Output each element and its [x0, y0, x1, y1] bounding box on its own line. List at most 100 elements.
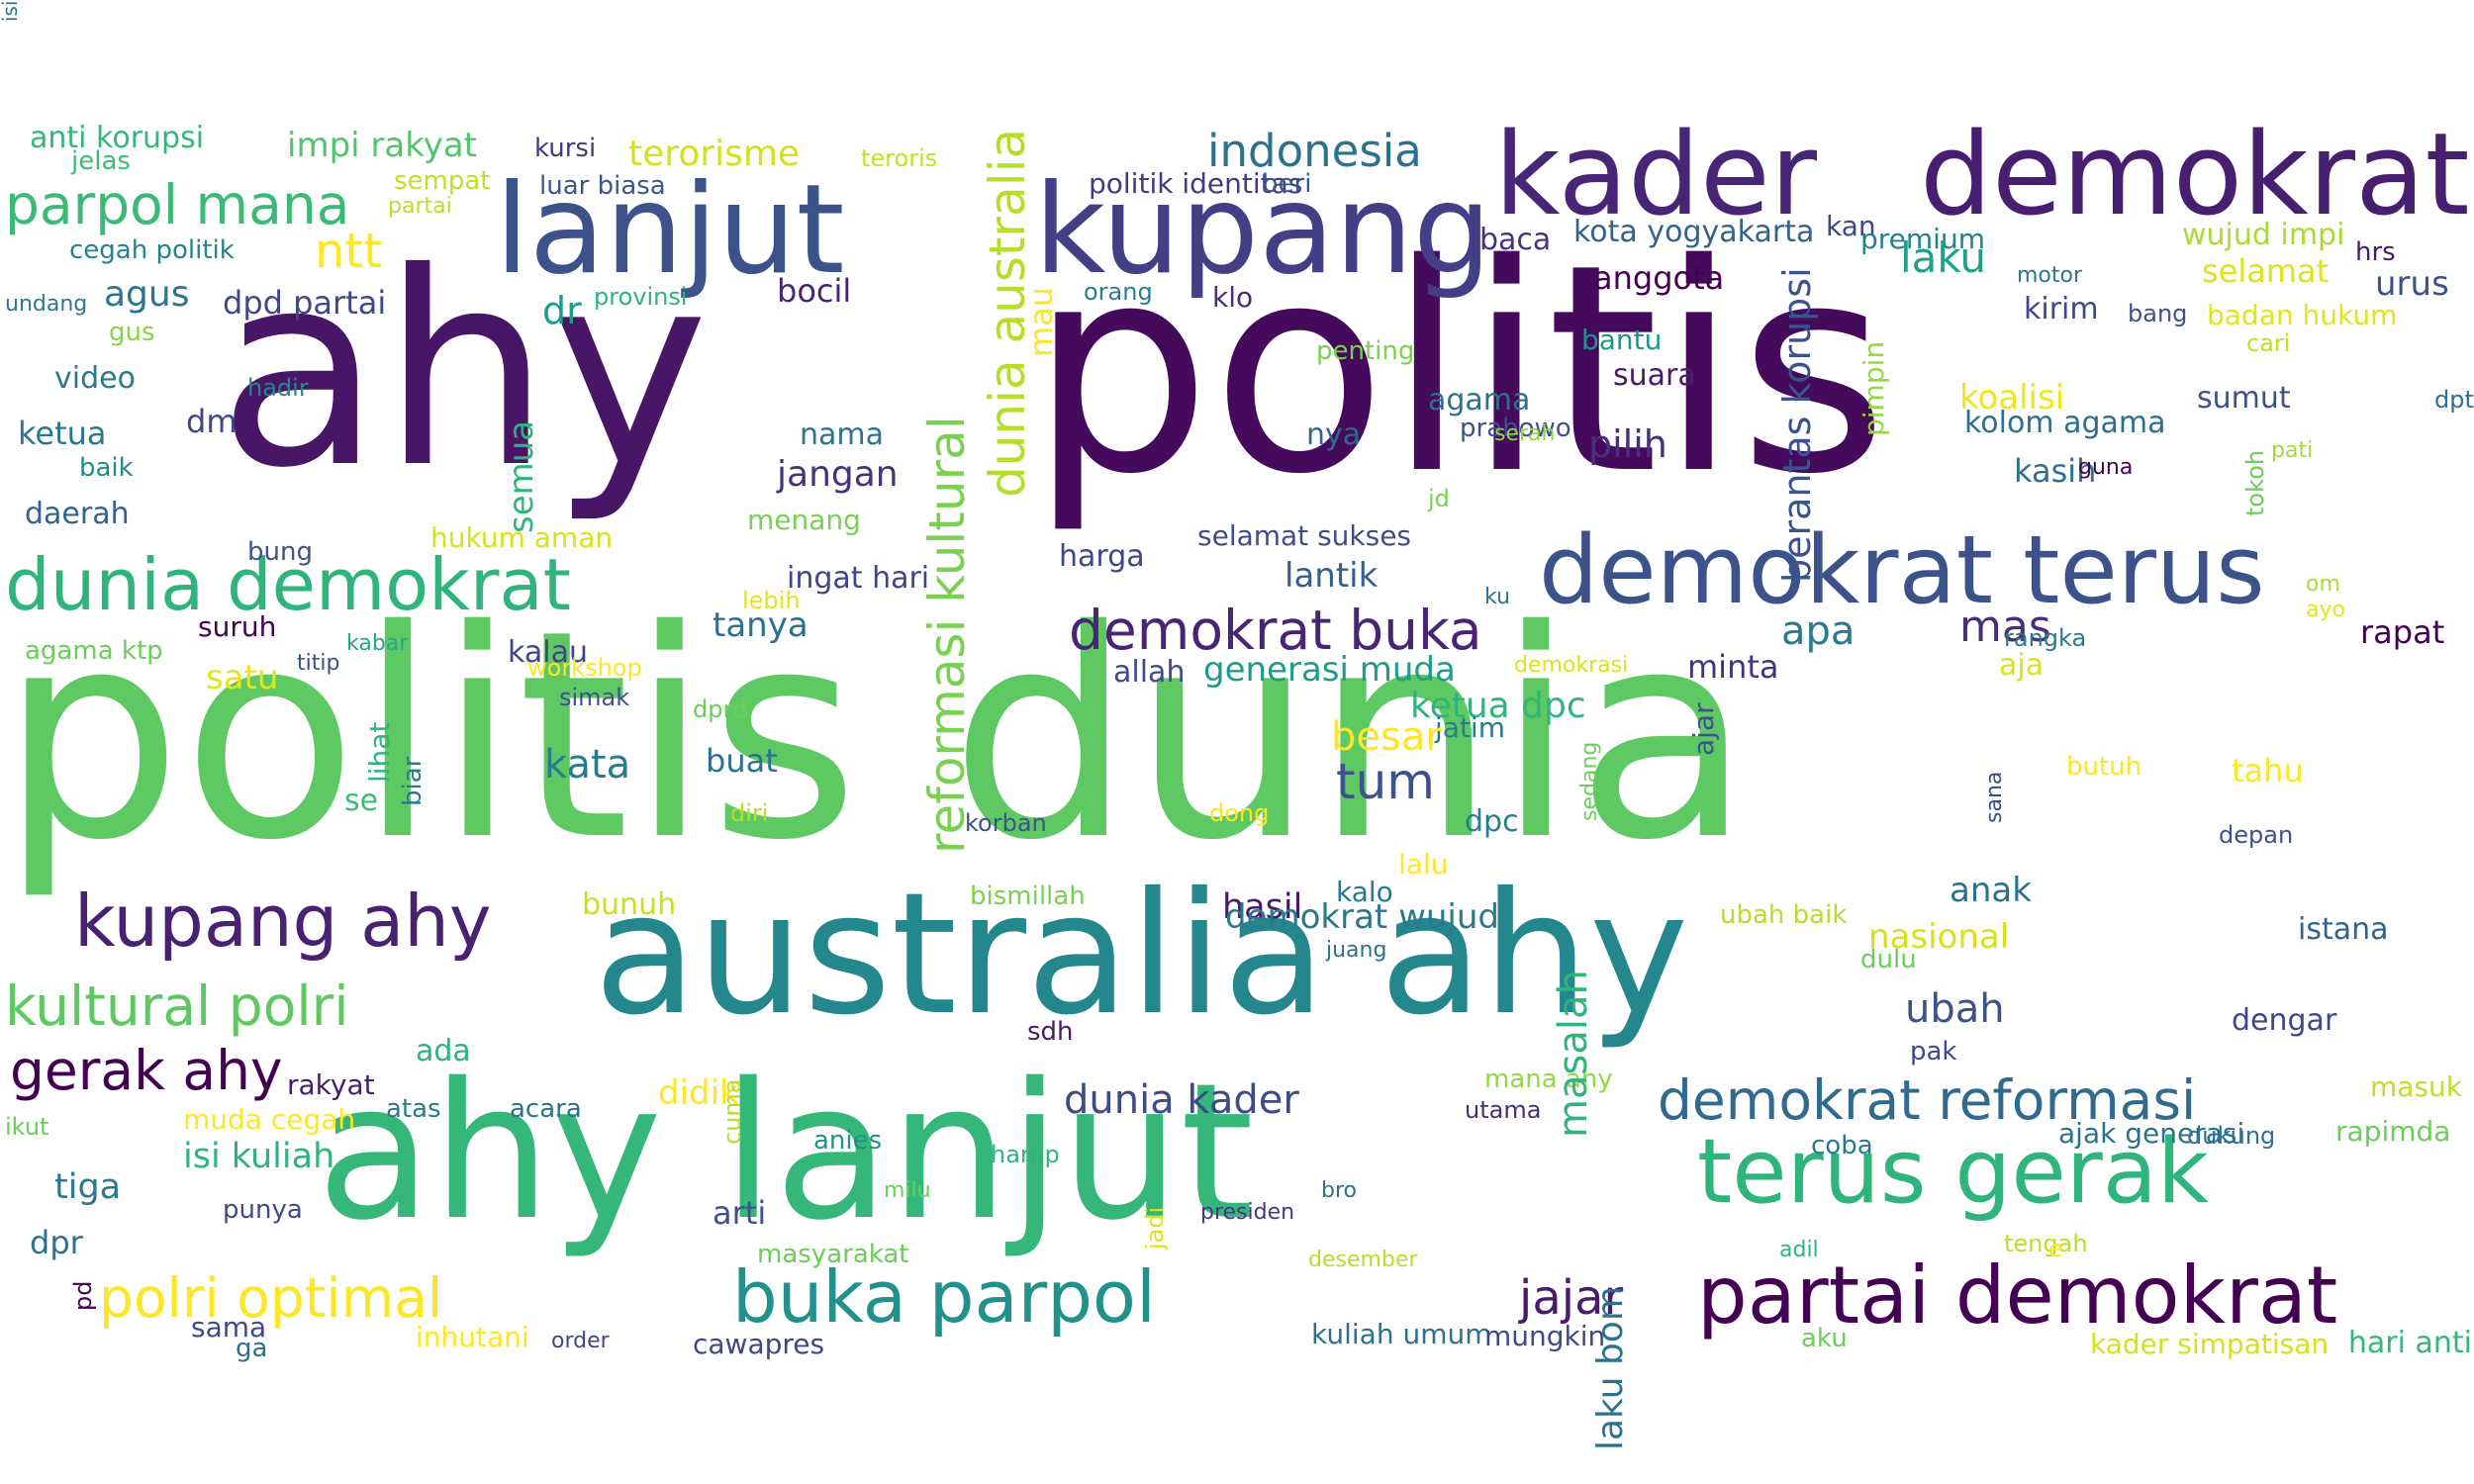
word-pd: pd: [69, 1280, 97, 1311]
word-mas: mas: [1959, 602, 2051, 652]
word-lalu: lalu: [1398, 848, 1449, 881]
word-om: om: [2306, 572, 2340, 597]
word-jangan: jangan: [777, 454, 899, 495]
word-suara: suara: [1613, 358, 1696, 393]
word-sana: sana: [1982, 771, 2007, 823]
word-punya: punya: [223, 1195, 303, 1225]
word-aja: aja: [1999, 648, 2045, 683]
word-dpd-partai: dpd partai: [223, 284, 387, 322]
word-sumut: sumut: [2197, 381, 2291, 416]
word-dpc: dpc: [1465, 804, 1519, 839]
word-indonesia: indonesia: [1207, 125, 1422, 177]
word-jadi: jadi: [1141, 1206, 1169, 1250]
word-nya: nya: [1306, 417, 1362, 452]
word-kultural-polri: kultural polri: [5, 974, 349, 1038]
word-apa: apa: [1781, 608, 1856, 654]
word-demokrat-buka: demokrat buka: [1069, 599, 1482, 662]
word-australia-ahy: australia ahy: [594, 857, 1689, 1053]
word-dunia-kader: dunia kader: [1064, 1077, 1299, 1123]
word-laku-bom: laku bom: [1590, 1285, 1631, 1450]
word-hasil: hasil: [1222, 887, 1303, 927]
word-gus: gus: [109, 318, 155, 347]
word-anak: anak: [1950, 871, 2032, 910]
word-ada: ada: [416, 1034, 471, 1068]
word-teroris: teroris: [861, 144, 938, 172]
word-polri-optimal: polri optimal: [99, 1266, 443, 1330]
word-provinsi: provinsi: [594, 283, 688, 311]
word-terorisme: terorisme: [628, 134, 801, 174]
word-tanya: tanya: [713, 605, 809, 645]
word-luar-biasa: luar biasa: [539, 171, 666, 201]
word-koalisi: koalisi: [1959, 378, 2065, 417]
word-selamat-sukses: selamat sukses: [1197, 519, 1412, 552]
word-video: video: [54, 361, 136, 396]
word-politis: politis: [1029, 204, 1889, 537]
word-hari-anti: hari anti: [2347, 1326, 2472, 1360]
word-harga: harga: [1059, 539, 1145, 574]
word-ubah: ubah: [1905, 986, 2005, 1032]
word-gerak-ahy: gerak ahy: [10, 1039, 283, 1102]
word-tiga: tiga: [54, 1167, 122, 1207]
word-selamat: selamat: [2202, 252, 2330, 290]
word-ahy-lanjut: ahy lanjut: [317, 1043, 1255, 1261]
word-premium: premium: [1860, 223, 1985, 255]
word-sempat: sempat: [394, 166, 491, 196]
word-muda-cegah: muda cegah: [183, 1103, 356, 1136]
word-berantas-korupsi: berantas korupsi: [1775, 267, 1819, 583]
word-masalah: masalah: [1551, 970, 1596, 1138]
word-sedang: sedang: [1577, 741, 1602, 821]
word-dukung: dukung: [2187, 1122, 2276, 1150]
word-kupang: kupang: [1034, 158, 1492, 302]
word-ketua-dpc: ketua dpc: [1410, 686, 1586, 726]
word-adil: adil: [1779, 1238, 1819, 1262]
word-bantu: bantu: [1581, 324, 1663, 356]
word-demokrat-wujud: demokrat wujud: [1225, 897, 1499, 937]
word-hrs: hrs: [2355, 237, 2396, 267]
word-mana-ahy: mana ahy: [1484, 1065, 1613, 1094]
word-coba: coba: [1811, 1131, 1873, 1160]
word-ajak-generasi: ajak generasi: [2058, 1117, 2245, 1150]
word-simak: simak: [559, 684, 630, 711]
word-lanjut: lanjut: [495, 158, 845, 302]
word-milu: milu: [884, 1178, 931, 1203]
word-e: e: [2048, 1235, 2063, 1262]
word-desember: desember: [1308, 1248, 1418, 1272]
word-pak: pak: [1910, 1037, 1957, 1067]
word-ketua: ketua: [18, 415, 107, 452]
word-nasional: nasional: [1868, 917, 2010, 957]
word-mungkin: mungkin: [1484, 1320, 1606, 1352]
word-buat: buat: [706, 742, 778, 780]
word-kursi: kursi: [534, 134, 597, 163]
word-parpol-mana: parpol mana: [5, 173, 350, 236]
word-tengah: tengah: [2004, 1230, 2088, 1257]
word-korban: korban: [965, 809, 1047, 837]
word-anies: anies: [813, 1126, 883, 1156]
word-allah: allah: [1113, 655, 1186, 690]
word-demokrat-terus: demokrat terus: [1539, 516, 2265, 625]
word-badan-hukum: badan hukum: [2207, 299, 2398, 331]
word-rangka: rangka: [2004, 624, 2087, 652]
word-harap: harap: [991, 1141, 1060, 1168]
word-ayo: ayo: [2306, 598, 2345, 622]
word-jd: jd: [1428, 485, 1450, 512]
word-terus-gerak: terus gerak: [1697, 1120, 2209, 1224]
word-bro: bro: [1321, 1178, 1357, 1203]
word-isi-kuliah: isi kuliah: [183, 1137, 335, 1176]
word-ingat-hari: ingat hari: [787, 561, 930, 596]
word-kata: kata: [544, 742, 631, 788]
word-politik-identitas: politik identitas: [1089, 167, 1303, 200]
word-bocil: bocil: [777, 272, 852, 310]
word-generasi-muda: generasi muda: [1203, 650, 1456, 690]
word-baik: baik: [79, 453, 134, 483]
word-kader: kader: [1494, 109, 1818, 241]
word-mau: mau: [1022, 286, 1060, 357]
word-kupang-ahy: kupang ahy: [74, 880, 492, 963]
word-acara: acara: [510, 1094, 582, 1124]
word-kasih: kasih: [2014, 452, 2097, 490]
word-tokoh: tokoh: [2241, 449, 2269, 516]
word-kirim: kirim: [2024, 292, 2099, 326]
word-buka-parpol: buka parpol: [732, 1255, 1156, 1339]
word-dengar: dengar: [2232, 1003, 2337, 1038]
word-atas: atas: [386, 1094, 441, 1124]
